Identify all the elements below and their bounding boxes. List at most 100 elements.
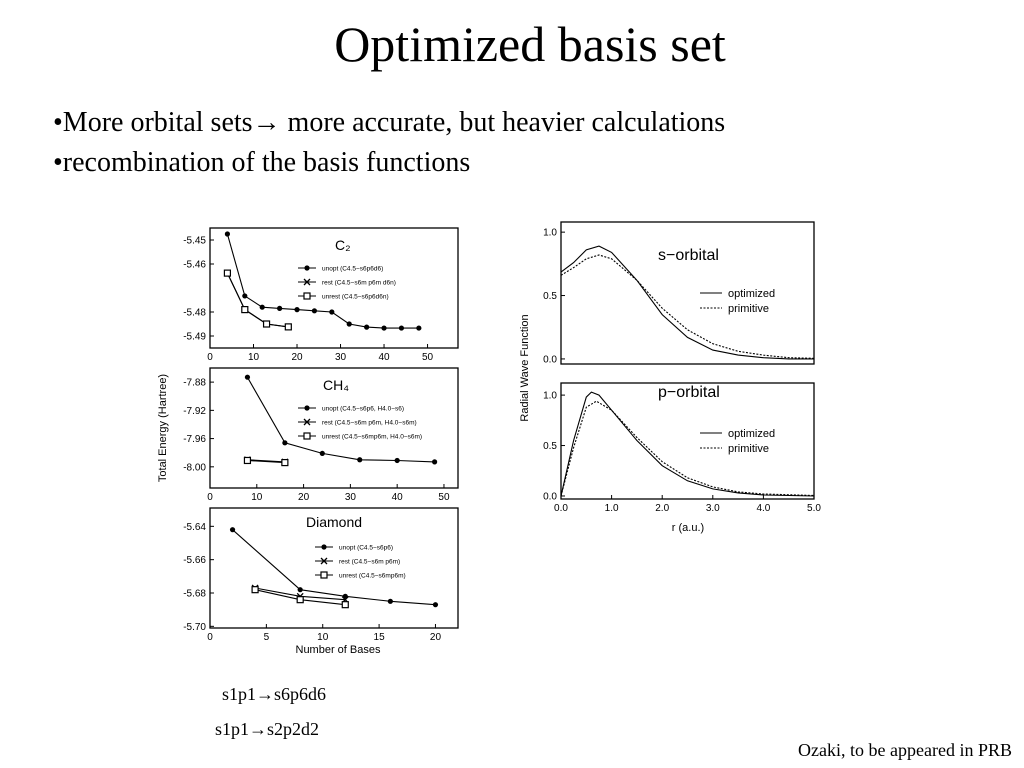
legend-label: primitive (728, 443, 769, 455)
chart: -7.88 -7.92 -7.96 -8.00 0 10 20 30 40 50 CH₄ Total … (157, 367, 459, 503)
x-tick-label: 0 (207, 352, 213, 363)
series-line (226, 233, 419, 329)
marker (251, 586, 259, 594)
x-tick-label: 0 (207, 632, 213, 643)
marker (311, 308, 318, 314)
x-axis-label: r (a.u.) (672, 522, 704, 534)
chart-title: C₂ (335, 237, 351, 253)
x-axis-label: Number of Bases (296, 644, 381, 656)
y-tick-label: -5.66 (183, 555, 206, 566)
marker (243, 456, 252, 465)
x-tick-label: 30 (345, 492, 357, 503)
marker (394, 457, 400, 464)
legend-label: unopt (C4.5−s6p6d6) (322, 265, 383, 272)
x-tick-label: 50 (422, 352, 434, 363)
series-line (247, 459, 285, 464)
y-tick-label: -5.46 (183, 260, 206, 271)
marker (294, 307, 300, 313)
x-tick-label: 0 (207, 492, 213, 503)
legend-label: optimized (728, 288, 775, 300)
x-tick-label: 1.0 (605, 503, 619, 514)
marker (346, 321, 352, 327)
marker (319, 450, 325, 457)
series-line (246, 376, 435, 463)
series-line (560, 245, 814, 360)
legend-label: rest (C4.5−s6m p6m, H4.0−s6m) (322, 419, 417, 426)
legend-label: unrest (C4.5−s6p6d6n) (322, 293, 389, 300)
legend-marker (303, 418, 311, 426)
chart-title: s−orbital (658, 247, 719, 264)
legend-marker (304, 265, 310, 271)
legend-label: rest (C4.5−s6m p6m d6n) (322, 279, 396, 286)
marker (242, 293, 248, 299)
series-line (247, 459, 285, 463)
x-tick-label: 40 (392, 492, 404, 503)
legend-label: unopt (C4.5−s6p6, H4.0−s6) (322, 405, 404, 412)
marker (381, 325, 387, 331)
marker (223, 269, 232, 277)
x-tick-label: 15 (374, 632, 386, 643)
plot-frame (209, 507, 459, 629)
y-tick-label: -7.96 (183, 434, 206, 445)
legend-label: optimized (728, 428, 775, 440)
marker (329, 309, 335, 315)
x-tick-label: 40 (378, 352, 390, 363)
slide-title: Optimized basis set (334, 16, 726, 72)
marker (357, 457, 363, 463)
series-line (226, 272, 289, 328)
caption: s1p1→s6p6d6 (222, 684, 326, 704)
marker (241, 306, 249, 314)
legend-label: unrest (C4.5−s6mp6m, H4.0−s6m) (322, 433, 422, 440)
y-tick-label: -5.68 (183, 589, 206, 600)
x-tick-label: 10 (317, 632, 329, 643)
series-line (560, 254, 815, 359)
y-tick-label: 1.0 (543, 391, 557, 402)
chart-title: CH₄ (323, 377, 349, 393)
marker (297, 587, 303, 593)
x-tick-label: 5 (264, 632, 270, 643)
y-tick-label: -8.00 (183, 462, 206, 473)
y-tick-label: 1.0 (543, 228, 557, 239)
legend-marker (321, 544, 327, 550)
chart: 0.0 0.5 1.0 s−orbital Radial Wave Function op… (519, 221, 815, 422)
citation: Ozaki, to be appeared in PRB (798, 740, 1012, 760)
y-axis-label: Total Energy (Hartree) (157, 374, 169, 482)
legend-label: unopt (C4.5−s6p6) (339, 544, 393, 551)
y-tick-label: -5.45 (183, 236, 206, 247)
marker (262, 320, 271, 328)
marker (277, 305, 283, 311)
series-line (560, 391, 815, 497)
x-tick-label: 50 (438, 492, 450, 503)
y-tick-label: 0.0 (543, 354, 557, 365)
marker (244, 374, 251, 380)
legend-label: rest (C4.5−s6m p6m) (339, 558, 400, 565)
y-tick-label: -5.48 (183, 308, 206, 319)
marker (259, 304, 265, 310)
marker (296, 596, 304, 604)
marker (229, 527, 236, 533)
bullet: •recombination of the basis functions (53, 147, 470, 178)
x-tick-label: 20 (298, 492, 310, 503)
series-line (560, 400, 815, 497)
y-tick-label: 0.5 (543, 291, 557, 302)
x-tick-label: 5.0 (807, 503, 821, 514)
plot-frame (209, 367, 459, 489)
x-tick-label: 0.0 (554, 503, 568, 514)
y-tick-label: -5.70 (183, 622, 206, 633)
x-tick-label: 2.0 (655, 503, 669, 514)
plot-frame (560, 382, 815, 500)
legend-label: unrest (C4.5−s6mp6m) (339, 572, 406, 579)
x-tick-label: 20 (291, 352, 303, 363)
plot-frame (209, 227, 459, 349)
marker (341, 601, 349, 609)
marker (282, 440, 288, 446)
y-tick-label: -7.92 (183, 406, 206, 417)
y-tick-label: 0.5 (543, 441, 557, 452)
legend-marker (320, 571, 328, 579)
chart: 0.0 0.5 1.0 0.0 1.0 2.0 3.0 4.0 5.0 p−orbital r (a… (543, 382, 821, 534)
x-tick-label: 4.0 (756, 503, 770, 514)
marker (281, 458, 289, 467)
marker (387, 598, 393, 604)
chart-title: p−orbital (658, 384, 720, 401)
